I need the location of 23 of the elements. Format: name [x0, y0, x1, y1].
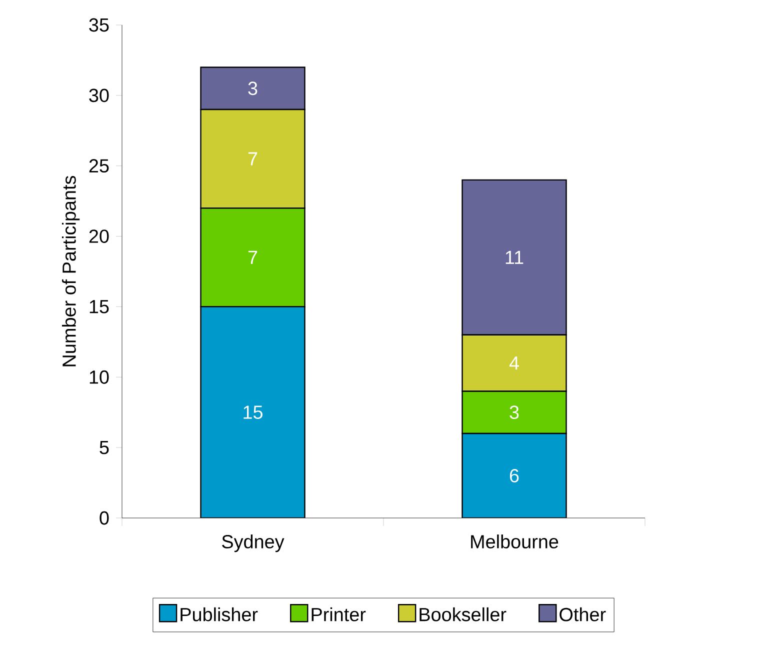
legend-label: Printer: [312, 607, 366, 622]
data-label: 11: [506, 250, 524, 264]
y-tick-label: 25: [89, 159, 109, 173]
y-axis-title: Number of Participants: [62, 176, 80, 366]
data-label: 6: [510, 469, 519, 482]
legend-label: Other: [560, 607, 606, 622]
y-tick-label: 35: [89, 18, 109, 32]
data-label: 3: [510, 406, 519, 420]
legend-label: Bookseller: [420, 607, 506, 622]
y-tick-label: 5: [100, 440, 109, 454]
x-tick-label: Sydney: [222, 534, 284, 552]
data-label: 15: [244, 406, 262, 419]
y-tick-label: 20: [89, 230, 109, 243]
x-tick-label: Melbourne: [471, 534, 558, 548]
data-label: 7: [248, 152, 258, 166]
y-tick-label: 0: [100, 511, 109, 525]
y-tick-label: 15: [90, 300, 109, 314]
data-label: 4: [509, 356, 519, 370]
data-label: 7: [248, 250, 258, 264]
data-label: 3: [248, 82, 258, 96]
y-tick-label: 10: [90, 370, 109, 384]
y-tick-label: 30: [89, 88, 109, 102]
legend-label: Publisher: [180, 607, 258, 622]
